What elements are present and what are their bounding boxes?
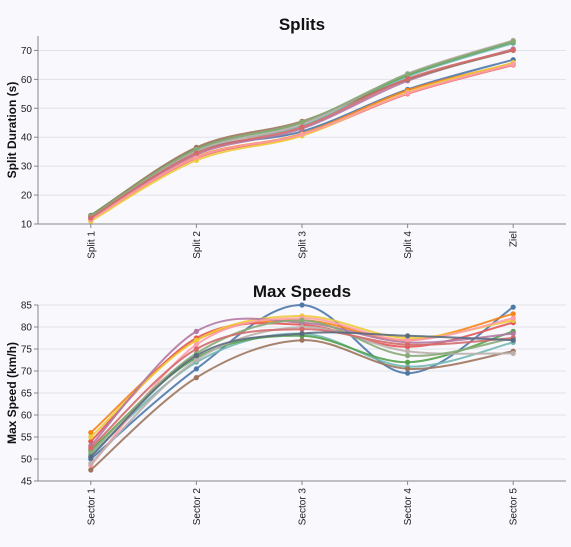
x-tick-label: Split 3 <box>298 231 309 259</box>
data-point[interactable] <box>510 61 516 67</box>
data-point[interactable] <box>405 76 411 82</box>
y-tick-label: 20 <box>21 191 33 202</box>
y-tick-label: 75 <box>21 345 33 356</box>
y-tick-label: 60 <box>21 75 33 86</box>
chart-title: Max Speeds <box>253 282 351 301</box>
data-point[interactable] <box>299 326 305 332</box>
data-point[interactable] <box>510 47 516 53</box>
data-point[interactable] <box>510 304 516 310</box>
series-line <box>90 63 514 221</box>
data-point[interactable] <box>510 350 516 356</box>
series-line <box>90 61 514 222</box>
y-tick-label: 65 <box>21 389 33 400</box>
data-point[interactable] <box>405 353 411 359</box>
data-point[interactable] <box>299 131 305 137</box>
series-2 <box>88 60 516 222</box>
data-point[interactable] <box>299 119 305 125</box>
data-point[interactable] <box>193 146 199 152</box>
data-point[interactable] <box>405 333 411 339</box>
data-point[interactable] <box>299 302 305 308</box>
data-point[interactable] <box>405 359 411 365</box>
y-axis-label: Max Speed (km/h) <box>5 342 19 444</box>
data-point[interactable] <box>405 370 411 376</box>
y-tick-label: 80 <box>21 323 33 334</box>
y-tick-label: 85 <box>21 301 33 312</box>
data-point[interactable] <box>193 366 199 372</box>
data-point[interactable] <box>88 438 94 444</box>
data-point[interactable] <box>405 366 411 372</box>
data-point[interactable] <box>193 337 199 343</box>
data-point[interactable] <box>88 445 94 451</box>
data-point[interactable] <box>405 71 411 77</box>
series-line <box>90 63 514 221</box>
y-axis-label: Split Duration (s) <box>5 82 19 179</box>
data-point[interactable] <box>510 331 516 337</box>
data-point[interactable] <box>193 328 199 334</box>
y-tick-label: 30 <box>21 162 33 173</box>
x-tick-label: Split 2 <box>192 231 203 259</box>
data-point[interactable] <box>299 317 305 323</box>
data-point[interactable] <box>193 150 199 156</box>
series-line <box>90 325 514 465</box>
x-tick-label: Split 1 <box>86 231 97 259</box>
series-6 <box>88 60 516 224</box>
y-tick-label: 50 <box>21 104 33 115</box>
y-tick-label: 50 <box>21 455 33 466</box>
splits-chart: Splits Split Duration (s) 10 20 30 40 50 60 70 Sp… <box>5 15 566 259</box>
data-point[interactable] <box>88 460 94 466</box>
series-4 <box>88 331 516 458</box>
series-12 <box>88 47 516 221</box>
data-point[interactable] <box>193 375 199 381</box>
chart-title: Splits <box>279 15 325 34</box>
data-point[interactable] <box>88 467 94 473</box>
data-point[interactable] <box>88 215 94 221</box>
data-point[interactable] <box>405 337 411 343</box>
data-point[interactable] <box>88 434 94 440</box>
x-tick-label: Split 4 <box>403 231 414 259</box>
y-tick-label: 70 <box>21 367 33 378</box>
series-3 <box>88 62 516 223</box>
data-point[interactable] <box>510 337 516 343</box>
data-point[interactable] <box>193 353 199 359</box>
series-8 <box>88 61 516 222</box>
y-tick-label: 70 <box>21 46 33 57</box>
series-line <box>90 58 514 219</box>
data-point[interactable] <box>193 154 199 161</box>
data-point[interactable] <box>88 430 94 436</box>
x-tick-label: Sector 4 <box>403 488 414 526</box>
series-13 <box>88 331 516 460</box>
data-point[interactable] <box>510 38 516 44</box>
y-tick-label: 10 <box>21 220 33 231</box>
x-tick-label: Sector 2 <box>192 488 203 526</box>
x-tick-label: Sector 3 <box>298 488 309 526</box>
y-tick-label: 45 <box>21 477 33 488</box>
y-tick-label: 55 <box>21 433 33 444</box>
x-tick-label: Sector 5 <box>509 488 520 526</box>
data-point[interactable] <box>405 342 411 348</box>
data-point[interactable] <box>193 346 199 352</box>
y-tick-label: 60 <box>21 411 33 422</box>
data-point[interactable] <box>510 315 516 321</box>
max-speeds-chart: Max Speeds Max Speed (km/h) 45 50 55 60 65 70 75… <box>5 282 566 525</box>
series-line <box>90 339 514 471</box>
data-point[interactable] <box>405 348 411 354</box>
data-point[interactable] <box>88 449 94 455</box>
x-tick-label: Sector 1 <box>86 488 97 526</box>
data-point[interactable] <box>299 331 305 337</box>
data-point[interactable] <box>88 454 94 460</box>
data-point[interactable] <box>193 342 199 348</box>
data-point[interactable] <box>510 311 516 317</box>
x-tick-label: Ziel <box>509 231 520 247</box>
data-point[interactable] <box>193 357 199 363</box>
y-tick-label: 40 <box>21 133 33 144</box>
data-point[interactable] <box>299 337 305 343</box>
data-point[interactable] <box>405 90 411 96</box>
data-point[interactable] <box>299 124 305 130</box>
